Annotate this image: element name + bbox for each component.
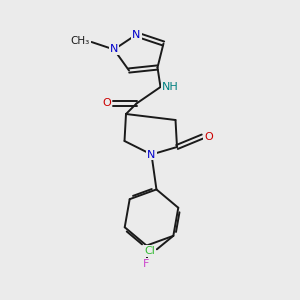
- Text: N: N: [147, 149, 156, 160]
- Text: NH: NH: [162, 82, 179, 92]
- Text: N: N: [132, 29, 141, 40]
- Text: O: O: [102, 98, 111, 109]
- Text: CH₃: CH₃: [71, 35, 90, 46]
- Text: F: F: [143, 259, 150, 269]
- Text: O: O: [204, 131, 213, 142]
- Text: N: N: [110, 44, 118, 55]
- Text: Cl: Cl: [145, 246, 155, 256]
